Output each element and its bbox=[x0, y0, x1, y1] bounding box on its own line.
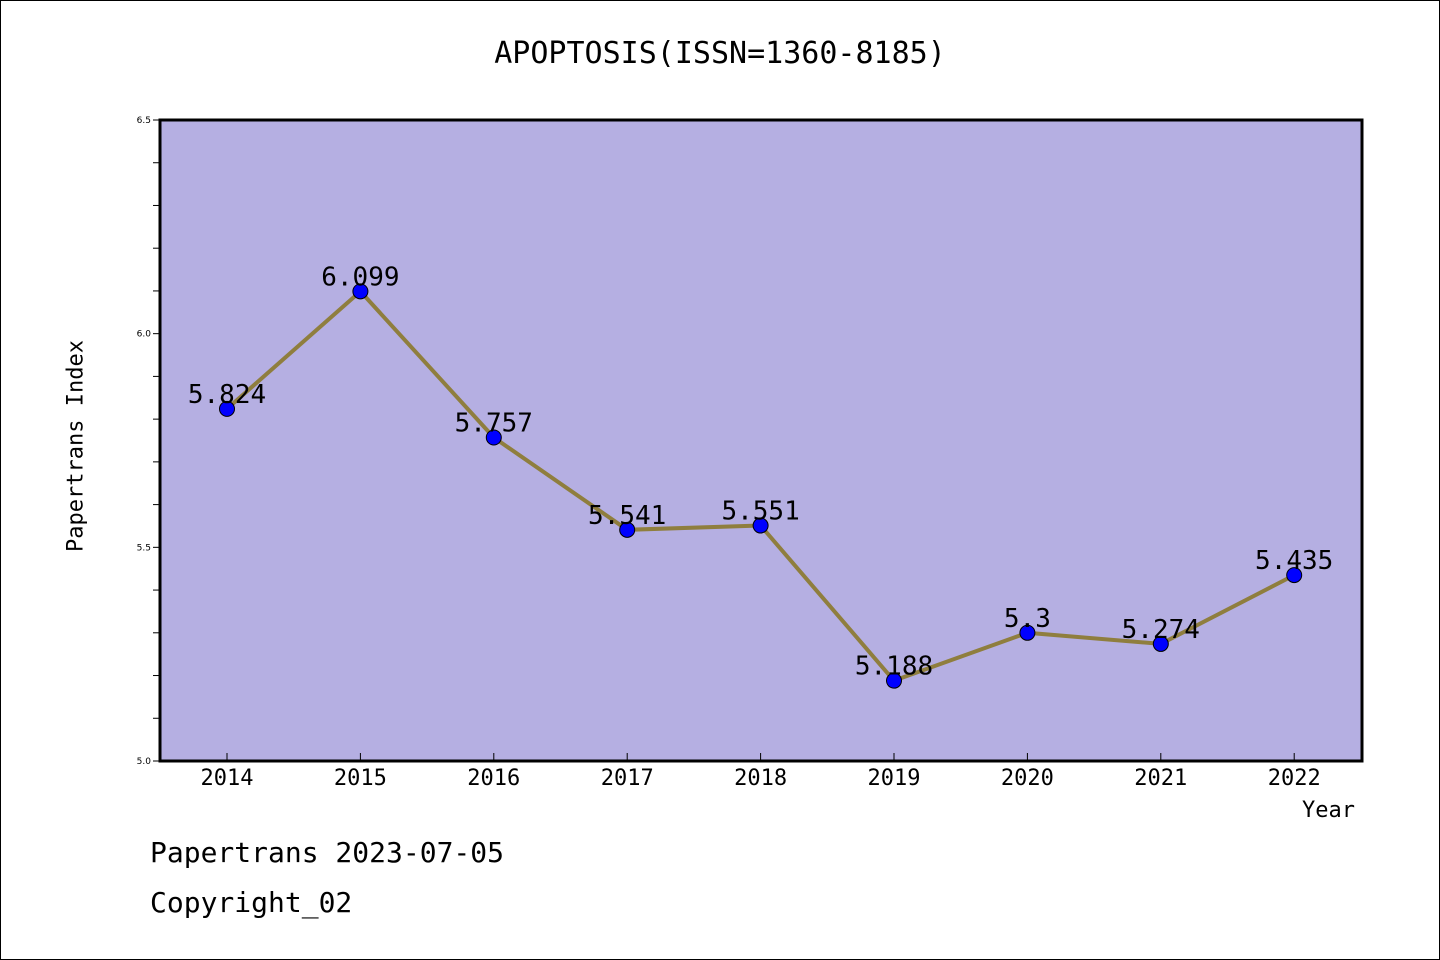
data-point bbox=[485, 429, 502, 446]
data-point bbox=[1286, 567, 1303, 584]
x-tick-label: 2016 bbox=[467, 766, 520, 791]
data-label: 5.274 bbox=[1122, 615, 1200, 645]
footer-copyright: Copyright_02 bbox=[150, 886, 353, 919]
data-point bbox=[352, 283, 369, 300]
data-point bbox=[219, 400, 235, 417]
data-label: 5.757 bbox=[455, 409, 533, 439]
x-tick-label: 2019 bbox=[868, 766, 921, 791]
x-tick-label: 2014 bbox=[201, 766, 254, 791]
x-tick-label: 2015 bbox=[334, 766, 387, 791]
data-label: 5.541 bbox=[588, 501, 666, 531]
data-label: 5.824 bbox=[188, 380, 266, 410]
y-tick-label: 5.0 bbox=[137, 757, 152, 767]
data-point bbox=[1019, 624, 1036, 641]
plot-area bbox=[158, 118, 1364, 763]
y-tick-label: 5.5 bbox=[137, 543, 151, 553]
x-tick-label: 2022 bbox=[1268, 766, 1321, 791]
data-point bbox=[886, 672, 902, 689]
x-tick-label: 2017 bbox=[601, 766, 654, 791]
data-label: 6.099 bbox=[321, 262, 399, 292]
y-tick-label: 6.0 bbox=[137, 330, 152, 340]
data-point bbox=[752, 517, 769, 534]
footer-date: Papertrans 2023-07-05 bbox=[150, 836, 505, 869]
x-tick-label: 2021 bbox=[1134, 766, 1187, 791]
data-point bbox=[1152, 635, 1169, 652]
x-axis-label: Year bbox=[1302, 798, 1355, 823]
chart-title: APOPTOSIS(ISSN=1360-8185) bbox=[494, 36, 946, 71]
data-label: 5.435 bbox=[1255, 546, 1333, 576]
data-label: 5.551 bbox=[721, 497, 799, 527]
y-axis-label: Papertrans Index bbox=[63, 340, 89, 552]
x-tick-label: 2018 bbox=[734, 766, 787, 791]
y-tick-label: 6.5 bbox=[137, 116, 151, 126]
data-label: 5.3 bbox=[1004, 604, 1051, 634]
x-tick-label: 2020 bbox=[1001, 766, 1054, 791]
data-label: 5.188 bbox=[855, 652, 933, 682]
data-point bbox=[619, 521, 636, 538]
